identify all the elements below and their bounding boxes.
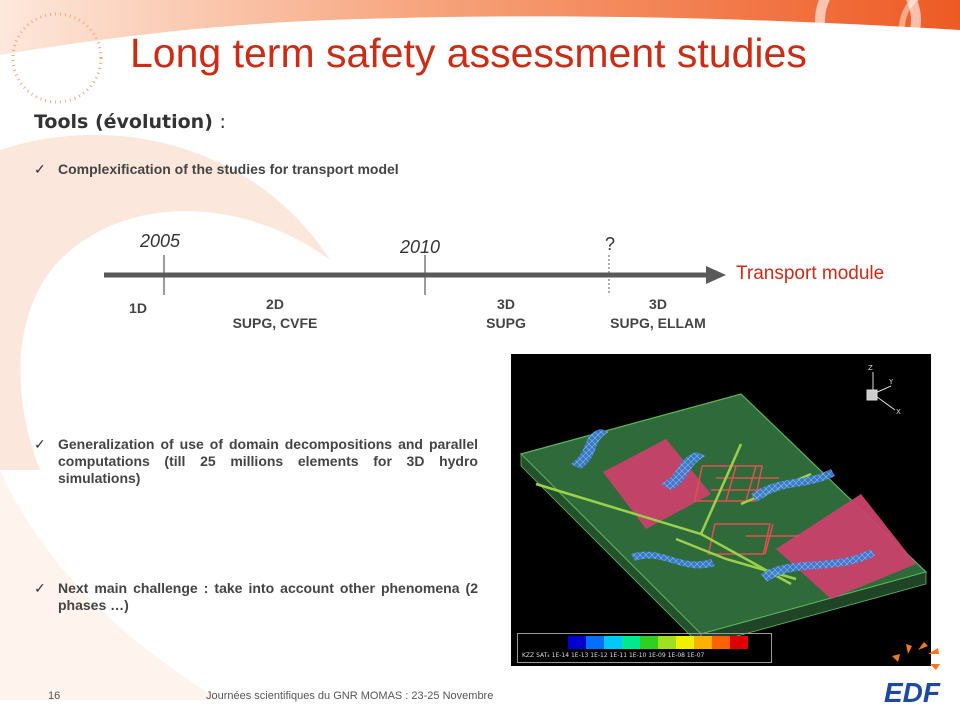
transport-module-label: Transport module — [736, 263, 885, 284]
edf-logo: EDF — [884, 642, 941, 708]
legend-color-cell — [622, 636, 640, 649]
axis-z-label: Z — [868, 364, 873, 372]
stage-line1: 2D — [266, 296, 284, 312]
legend-tick-label: 1E-12 — [588, 652, 608, 659]
simulation-figure: Z Y X — [511, 354, 931, 666]
axis-triad — [866, 372, 896, 411]
dotted-circle-ornament — [11, 12, 103, 104]
stage-line2: SUPG, CVFE — [232, 315, 318, 331]
legend-tick-label: 1E-08 — [665, 652, 686, 659]
legend-color-cell — [568, 636, 586, 649]
page-number: 16 — [48, 690, 61, 702]
legend-tick-label: 1E-07 — [685, 652, 705, 659]
year-2005: 2005 — [140, 231, 181, 251]
simulation-render: Z Y X — [519, 364, 928, 647]
axis-x-label: X — [896, 408, 901, 416]
bullet-text: Next main challenge : take into account … — [58, 580, 478, 613]
legend-color-cell — [676, 636, 694, 649]
bullet-item: ✓ Complexification of the studies for tr… — [34, 161, 478, 178]
stage-3d-ellam: 3D SUPG, ELLAM — [588, 295, 728, 333]
year-unknown: ? — [605, 234, 616, 254]
legend-color-cell — [658, 636, 676, 649]
axis-y-label: Y — [888, 378, 894, 386]
color-legend — [517, 633, 772, 663]
stage-2d: 2D SUPG, CVFE — [220, 295, 330, 333]
stage-line1: 3D — [497, 296, 515, 312]
legend-color-cell — [694, 636, 712, 649]
stage-line2: SUPG — [486, 315, 526, 331]
legend-tick-label: 1E-10 — [627, 652, 647, 659]
legend-title: KZZ SAT₄ — [522, 652, 550, 659]
legend-ticks: 1E-14 1E-13 1E-12 1E-11 1E-10 1E-09 1E-0… — [552, 652, 705, 659]
bullet-item: ✓ Next main challenge : take into accoun… — [34, 580, 478, 614]
legend-tick-label: 1E-09 — [646, 652, 666, 659]
bullet-item: ✓ Generalization of use of domain decomp… — [34, 436, 478, 487]
stage-line1: 3D — [649, 296, 667, 312]
legend-tick-label: 1E-11 — [607, 652, 628, 659]
checkmark-icon: ✓ — [34, 436, 46, 452]
slide-title: Long term safety assessment studies — [130, 30, 807, 76]
stage-3d-supg: 3D SUPG — [466, 295, 546, 333]
legend-color-cell — [712, 636, 730, 649]
section-heading-colon: : — [219, 111, 226, 133]
legend-color-cell — [730, 636, 748, 649]
section-heading-text: Tools (évolution) — [34, 111, 213, 133]
legend-tick-label: 1E-14 — [551, 652, 570, 659]
color-legend-labels: KZZ SAT₄ 1E-14 1E-13 1E-12 1E-11 1E-10 1… — [522, 652, 704, 659]
bullet-text: Complexification of the studies for tran… — [58, 161, 399, 177]
legend-color-cell — [640, 636, 658, 649]
footer-text: Journées scientifiques du GNR MOMAS : 23… — [206, 690, 494, 702]
legend-color-cell — [586, 636, 604, 649]
stage-line1: 1D — [129, 300, 147, 316]
year-2010: 2010 — [400, 237, 441, 257]
timeline-arrow — [104, 255, 726, 295]
section-heading: Tools (évolution) : — [34, 111, 226, 133]
stage-line2: SUPG, ELLAM — [610, 315, 706, 331]
color-legend-scale — [568, 636, 748, 649]
checkmark-icon: ✓ — [34, 161, 46, 177]
checkmark-icon: ✓ — [34, 580, 46, 596]
edf-logo-text: EDF — [884, 677, 941, 708]
stage-1d: 1D — [118, 299, 158, 318]
legend-color-cell — [604, 636, 622, 649]
bullet-text: Generalization of use of domain decompos… — [58, 436, 478, 486]
legend-tick-label: 1E-13 — [569, 652, 589, 659]
